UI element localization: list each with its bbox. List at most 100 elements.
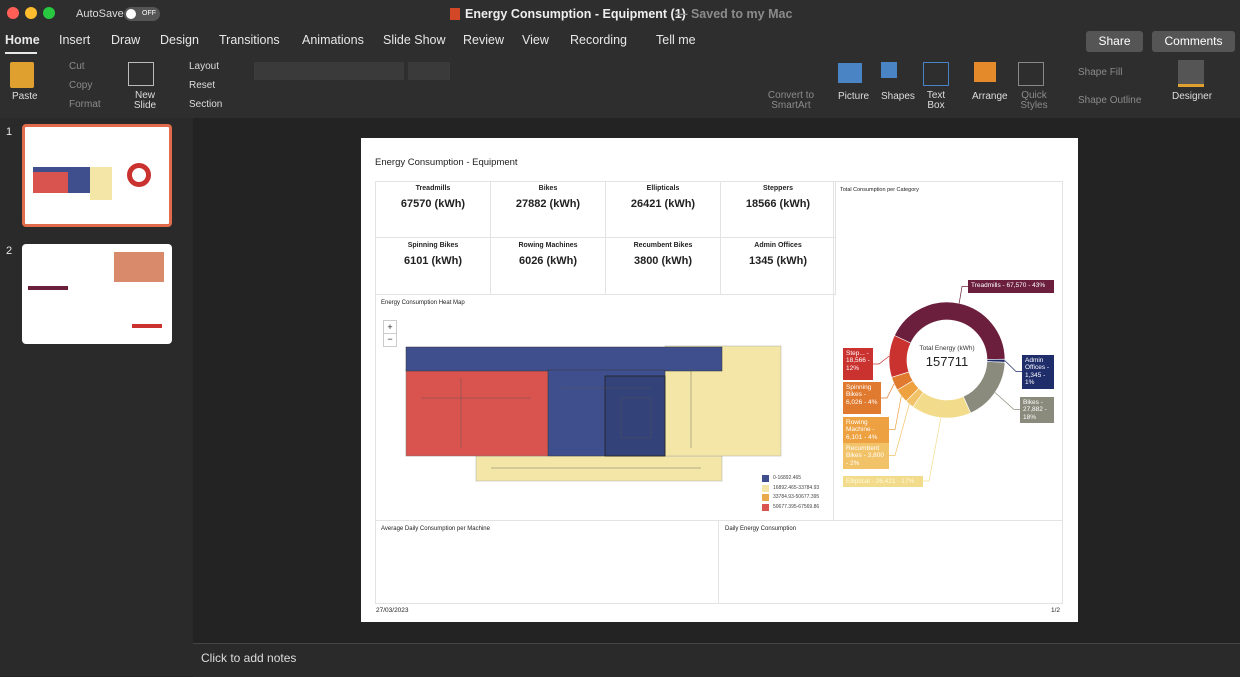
kpi-label: Ellipticals: [646, 185, 680, 192]
kpi-value: 67570 (kWh): [400, 198, 466, 210]
panel-title: Daily Energy Consumption: [725, 526, 797, 532]
tab[interactable]: Draw: [111, 33, 141, 47]
kpi-value: 3800 (kWh): [633, 255, 693, 267]
divider: [718, 520, 719, 604]
kpi-label: Treadmills: [415, 185, 451, 192]
data-label: Step... - 18,566 - 12%: [843, 348, 873, 380]
text-box[interactable]: Text Box: [926, 90, 946, 111]
designer[interactable]: Designer: [1172, 91, 1213, 102]
legend-swatch: [762, 494, 769, 501]
comments-button[interactable]: Comments: [1152, 31, 1235, 52]
toggle-knob: [126, 9, 136, 19]
slide-date: 27/03/2023: [376, 607, 409, 614]
heatmap-title: Energy Consumption Heat Map: [381, 300, 465, 306]
tab[interactable]: Review: [463, 33, 504, 47]
layout[interactable]: Layout: [189, 61, 220, 72]
data-label: Spinning Bikes - 6,026 - 4%: [843, 382, 881, 414]
data-label: Treadmills - 67,570 - 43%: [968, 280, 1054, 293]
quick-styles[interactable]: Quick Styles: [1020, 90, 1048, 111]
tab[interactable]: Recording: [570, 33, 627, 47]
notes-placeholder[interactable]: Click to add notes: [201, 651, 297, 665]
shape-outline[interactable]: Shape Outline: [1078, 95, 1142, 106]
shape-fill[interactable]: Shape Fill: [1078, 67, 1123, 78]
new-slide-icon: [128, 62, 154, 86]
kpi-label: Steppers: [763, 185, 793, 192]
save-status: — Saved to my Mac: [675, 7, 793, 21]
tab[interactable]: Insert: [59, 33, 91, 47]
kpi-card: Ellipticals 26421 (kWh): [606, 181, 721, 238]
divider: [833, 181, 834, 520]
paste[interactable]: Paste: [12, 91, 38, 102]
kpi-card: Rowing Machines 6026 (kWh): [491, 238, 606, 295]
size-box[interactable]: [408, 62, 450, 80]
kpi-label: Spinning Bikes: [407, 242, 459, 249]
zoom-out[interactable]: −: [383, 333, 397, 347]
share-button[interactable]: Share: [1086, 31, 1143, 52]
autosave: AutoSave: [76, 8, 124, 20]
cut[interactable]: Cut: [69, 61, 85, 72]
leader-line: [889, 403, 910, 456]
legend-label: 50677.395-67569.86: [773, 503, 820, 510]
document-title: Energy Consumption - Equipment (1): [465, 7, 686, 21]
kpi-label: Rowing Machines: [518, 242, 578, 249]
divider: [375, 520, 1063, 521]
legend-label: 0-16892.465: [773, 475, 802, 481]
textbox-icon: [923, 62, 949, 86]
donut-chart: Total Energy (kWh) 157711: [873, 286, 1022, 482]
data-label: Rowing Machine - 6,101 - 4%: [843, 417, 889, 444]
slide-page: 1/2: [1051, 607, 1061, 614]
tab[interactable]: Slide Show: [383, 33, 446, 47]
notes-bar: [193, 643, 1240, 677]
arrange[interactable]: Arrange: [972, 91, 1008, 102]
shapes[interactable]: Shapes: [881, 91, 915, 102]
chart-title: Total Consumption per Category: [840, 187, 919, 193]
tab[interactable]: Transitions: [219, 33, 280, 47]
tab[interactable]: Design: [160, 33, 199, 47]
kpi-card: Steppers 18566 (kWh): [721, 181, 836, 238]
new-slide[interactable]: New Slide: [133, 90, 157, 111]
kpi-card: Recumbent Bikes 3800 (kWh): [606, 238, 721, 295]
picture[interactable]: Picture: [838, 91, 870, 102]
data-label: Elliptical - 26,421 - 17%: [843, 476, 923, 488]
font-box[interactable]: [254, 62, 404, 80]
section[interactable]: Section: [189, 99, 223, 110]
legend-label: 33784.93-50677.395: [773, 494, 820, 500]
kpi-value: 18566 (kWh): [745, 198, 811, 210]
kpi-card: Treadmills 67570 (kWh): [376, 181, 491, 238]
legend-swatch: [762, 503, 769, 511]
shapes-icon: [881, 62, 897, 78]
tab[interactable]: Tell me: [656, 33, 696, 47]
center-value: 157711: [926, 354, 968, 369]
reset[interactable]: Reset: [189, 80, 216, 91]
tab[interactable]: Home: [5, 33, 40, 47]
kpi-label: Bikes: [538, 185, 558, 192]
leader-line: [958, 286, 968, 304]
donut-segment: [962, 361, 1006, 414]
leader-line: [881, 383, 895, 399]
legend-swatch: [762, 484, 769, 492]
slide-thumbnail[interactable]: [22, 244, 172, 344]
leader-line: [994, 392, 1020, 410]
slide-thumbnail[interactable]: [22, 124, 172, 227]
kpi-value: 26421 (kWh): [630, 198, 696, 210]
center-label: Total Energy (kWh): [919, 345, 974, 352]
format[interactable]: Format: [69, 99, 101, 110]
legend-swatch: [762, 475, 769, 482]
arrange-icon: [974, 62, 996, 82]
slide-title: Energy Consumption - Equipment: [375, 157, 518, 168]
kpi-card: Admin Offices 1345 (kWh): [721, 238, 836, 295]
tab[interactable]: Animations: [302, 33, 364, 47]
window-controls[interactable]: [0, 0, 60, 28]
slide[interactable]: Energy Consumption - Equipment Energy Co…: [361, 138, 1078, 622]
tab[interactable]: View: [522, 33, 549, 47]
quick-styles-icon: [1018, 62, 1044, 86]
kpi-label: Recumbent Bikes: [633, 242, 693, 249]
data-label: Recumbent Bikes - 3,800 - 2%: [843, 443, 889, 470]
legend-label: 16892.465-33784.93: [773, 484, 820, 491]
slide-number: 2: [6, 245, 13, 257]
convert-smartart[interactable]: Convert to SmartArt: [767, 90, 815, 111]
copy[interactable]: Copy: [69, 80, 93, 91]
panel-title: Average Daily Consumption per Machine: [381, 526, 490, 532]
kpi-card: Spinning Bikes 6101 (kWh): [376, 238, 491, 295]
